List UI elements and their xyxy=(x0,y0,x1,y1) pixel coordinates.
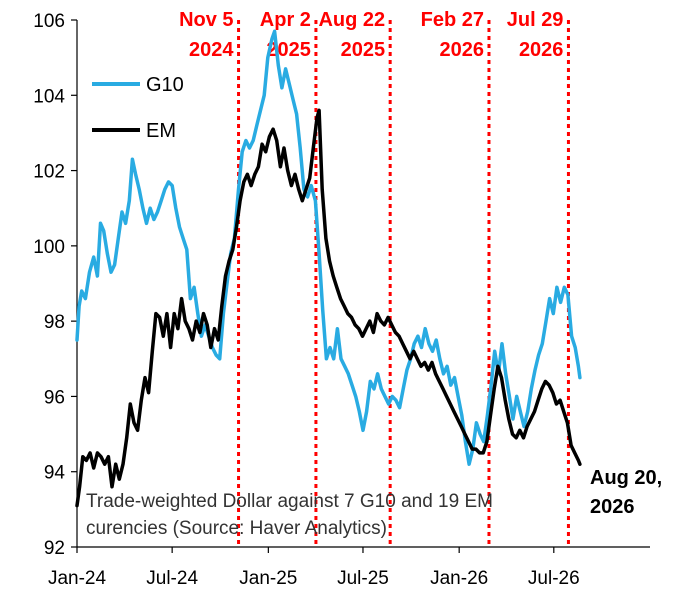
end-date-label-line: Aug 20, xyxy=(590,467,662,489)
source-note: Trade-weighted Dollar against 7 G10 and … xyxy=(86,491,493,539)
y-tick-label: 106 xyxy=(33,11,65,32)
y-tick-label: 98 xyxy=(44,312,65,333)
x-tick-label: Jul-25 xyxy=(337,568,389,589)
event-label: Aug 22 2025 xyxy=(318,9,385,61)
legend: G10 EM xyxy=(92,74,184,142)
y-tick-label: 92 xyxy=(44,538,65,559)
y-tick-label: 100 xyxy=(33,237,65,258)
axes: 92 94 96 98 100 102 104 106 Jan-24 Jul-24 Jan-25 Ju… xyxy=(33,11,650,589)
event-label-line: Nov 5 xyxy=(179,9,233,31)
x-tick-label: Jan-24 xyxy=(48,568,107,589)
x-tick-label: Jul-26 xyxy=(528,568,580,589)
event-label-line: 2026 xyxy=(439,39,484,61)
y-tick-label: 104 xyxy=(33,86,65,107)
event-label: Feb 27 2026 xyxy=(421,9,484,61)
event-label: Nov 5 2024 xyxy=(179,9,234,61)
annotations: Trade-weighted Dollar against 7 G10 and … xyxy=(86,467,662,539)
event-label-line: Apr 2 xyxy=(260,9,311,31)
y-tick-label: 102 xyxy=(33,162,65,183)
x-tick-label: Jan-26 xyxy=(430,568,488,589)
event-label: Jul 29 2026 xyxy=(507,9,564,61)
source-note-line: curencies (Source: Haver Analytics) xyxy=(86,518,387,539)
y-tick-label: 96 xyxy=(44,387,65,408)
event-label-line: Jul 29 xyxy=(507,9,564,31)
event-label-line: 2024 xyxy=(189,39,234,61)
event-label-line: 2025 xyxy=(266,39,311,61)
event-label-line: Aug 22 xyxy=(318,9,385,31)
x-tick-label: Jul-24 xyxy=(146,568,198,589)
event-label-line: 2025 xyxy=(341,39,386,61)
end-date-label: Aug 20, 2026 xyxy=(590,467,662,518)
event-label-line: 2026 xyxy=(519,39,564,61)
legend-label-em: EM xyxy=(146,120,176,142)
series-layer xyxy=(75,29,582,508)
end-date-label-line: 2026 xyxy=(590,496,635,518)
y-tick-label: 94 xyxy=(44,463,66,484)
x-tick-label: Jan-25 xyxy=(239,568,297,589)
event-label-line: Feb 27 xyxy=(421,9,484,31)
source-note-line: Trade-weighted Dollar against 7 G10 and … xyxy=(86,491,493,512)
series-line-em xyxy=(75,108,582,508)
legend-label-g10: G10 xyxy=(146,74,184,96)
